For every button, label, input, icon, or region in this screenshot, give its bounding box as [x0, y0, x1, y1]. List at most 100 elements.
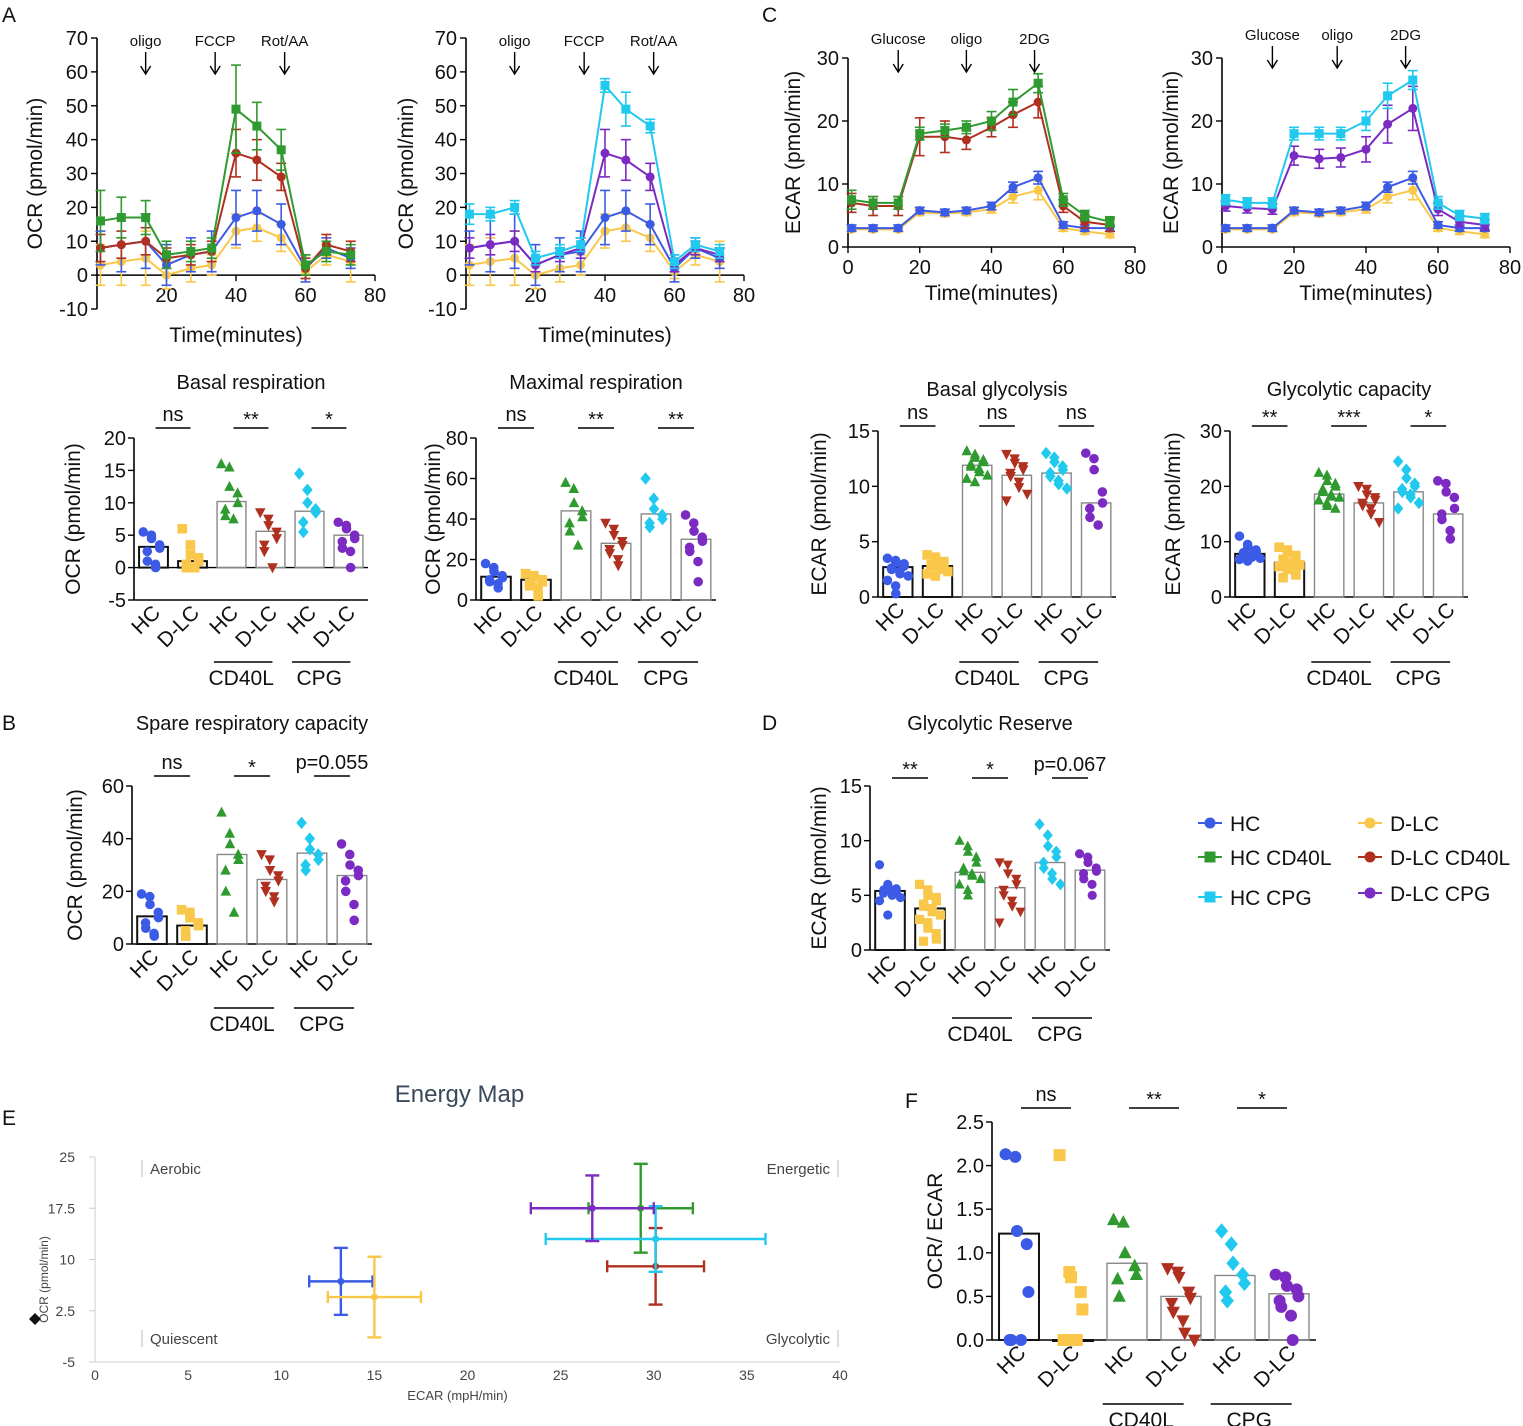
y-tick-label: 70	[66, 28, 88, 50]
data-point	[180, 931, 191, 941]
data-point	[224, 838, 236, 849]
x-tick-label: 20	[155, 285, 177, 307]
category-label: D-LC	[977, 598, 1028, 649]
data-point	[895, 568, 905, 579]
mean-bar	[216, 853, 248, 945]
y-tick-label: 20	[1200, 476, 1222, 498]
injection-arrowhead	[892, 63, 904, 74]
injection-arrowhead	[209, 65, 221, 76]
data-point	[1441, 478, 1451, 489]
data-point	[1172, 1271, 1186, 1285]
injection-label-2dg: 2DG	[1019, 31, 1050, 48]
data-point	[485, 240, 495, 250]
data-point	[252, 155, 262, 165]
data-point	[998, 885, 1009, 896]
data-point	[337, 543, 348, 553]
y-tick-label: 2.0	[956, 1156, 984, 1178]
data-point	[1034, 818, 1045, 831]
series-d-lc	[176, 904, 208, 945]
data-point	[1013, 483, 1025, 494]
injection-label-oligo: oligo	[130, 33, 162, 50]
mean-bar	[294, 510, 325, 569]
injection-arrowhead	[1400, 59, 1412, 70]
data-point	[537, 576, 548, 587]
y-tick-label: 0	[851, 940, 862, 962]
y-tick-label: 10	[1191, 174, 1213, 196]
y-axis-label: OCR (pmol/min)	[37, 1236, 51, 1323]
data-point	[333, 517, 344, 528]
data-point	[1449, 492, 1460, 503]
data-point	[868, 223, 878, 233]
data-point	[185, 540, 196, 550]
y-tick-label: 10	[848, 476, 870, 498]
data-point	[271, 527, 282, 538]
energy-point-d-lc-cpg	[529, 1174, 655, 1243]
y-tick-label: 10	[66, 231, 88, 253]
y-tick-label: 40	[435, 130, 457, 152]
significance-label: p=0.055	[296, 752, 369, 774]
data-point	[670, 257, 679, 267]
data-point	[1083, 857, 1093, 868]
data-point	[690, 240, 700, 250]
data-point	[645, 219, 655, 229]
data-point	[882, 575, 893, 586]
data-point	[999, 1148, 1012, 1161]
data-point	[961, 122, 971, 132]
chart-c4: Glycolytic capacity 0 10 20 30 ECAR (pmol/min…	[1162, 379, 1468, 690]
data-point	[531, 253, 540, 263]
data-point	[1409, 480, 1421, 493]
data-point	[621, 104, 631, 114]
group-label-cpg: CPG	[296, 667, 342, 690]
data-point	[298, 525, 309, 539]
mean-bar	[1001, 474, 1033, 598]
series-d-lc	[95, 213, 356, 290]
series-line	[851, 81, 1111, 223]
data-point	[1330, 480, 1341, 491]
data-point	[146, 533, 157, 544]
data-point	[1405, 491, 1416, 504]
y-tick-label: 20	[104, 428, 126, 450]
data-point	[1129, 1267, 1144, 1280]
y-tick-label: 10	[1200, 532, 1222, 554]
data-point	[1383, 119, 1393, 129]
data-point	[272, 871, 284, 882]
quadrant-label-quiescent: Quiescent	[150, 1331, 218, 1348]
data-point	[216, 806, 227, 817]
y-tick-label: 30	[66, 164, 88, 186]
significance-label: *	[986, 759, 994, 781]
data-point	[969, 476, 981, 487]
data-point	[1183, 1292, 1198, 1306]
data-point	[1289, 205, 1299, 215]
data-point	[142, 556, 153, 566]
x-axis-label: Time(minutes)	[1299, 282, 1432, 305]
injection-arrowhead	[279, 65, 291, 76]
x-tick-label: 80	[1499, 257, 1521, 279]
data-point	[231, 104, 241, 114]
data-point	[1383, 192, 1393, 202]
chart-title: Glycolytic Reserve	[907, 713, 1073, 735]
data-point	[1091, 866, 1102, 876]
chart-b: Spare respiratory capacity 0 20 40 60 OCR (pm…	[64, 713, 372, 1036]
series-hc-cpg	[293, 467, 325, 569]
data-point	[1017, 465, 1029, 476]
data-point	[576, 505, 588, 516]
data-point	[1274, 561, 1284, 572]
data-point	[1286, 1334, 1299, 1346]
series-d-lc-cpg	[1080, 448, 1112, 598]
data-point	[1267, 223, 1277, 233]
category-label: D-LC	[891, 951, 942, 1002]
series-hc	[998, 1148, 1040, 1346]
data-point	[1160, 1263, 1175, 1276]
data-point	[568, 482, 580, 493]
data-point	[1118, 1245, 1132, 1259]
series-hc-cd40l	[1313, 466, 1345, 598]
series-hc-cpg	[1214, 1223, 1256, 1341]
series-d-lc-cd40l	[254, 508, 286, 574]
data-point	[1097, 487, 1108, 497]
data-point	[464, 209, 474, 219]
data-point	[224, 461, 235, 472]
data-point	[1274, 542, 1284, 552]
injection-arrowhead	[960, 63, 972, 74]
data-point	[1432, 476, 1443, 486]
y-tick-label: 10	[817, 174, 839, 196]
